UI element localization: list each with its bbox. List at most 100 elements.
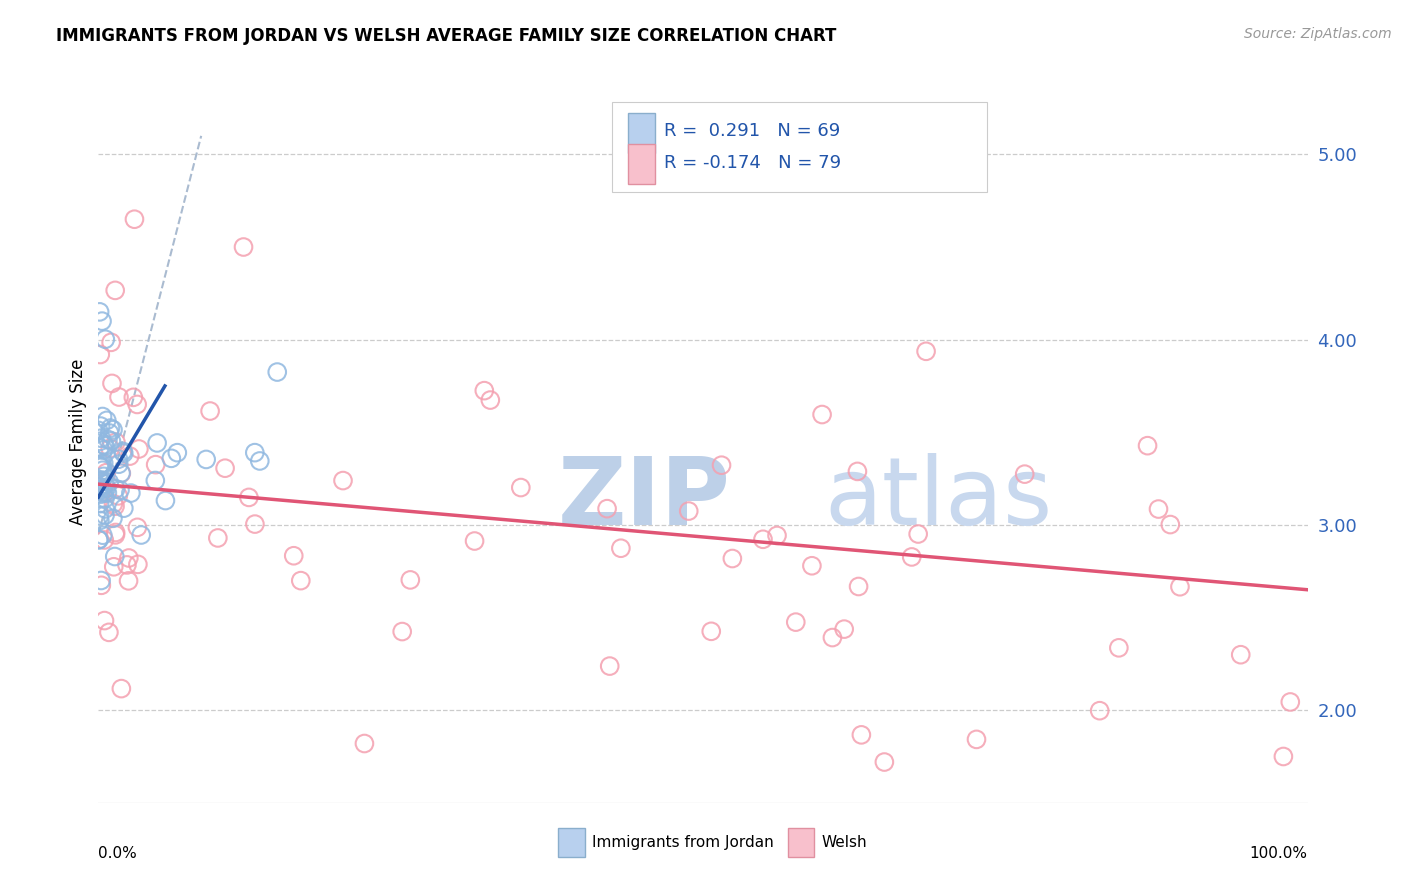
- Point: [87, 533, 110, 547]
- Point: [93, 486, 115, 500]
- Point: [1108, 640, 1130, 655]
- Point: [800, 558, 823, 573]
- Point: [900, 549, 922, 564]
- Point: [115, 558, 138, 572]
- Point: [243, 517, 266, 532]
- Point: [110, 681, 132, 696]
- Point: [1159, 517, 1181, 532]
- Point: [89, 483, 111, 497]
- Text: ZIP: ZIP: [558, 453, 731, 545]
- Point: [93, 438, 115, 452]
- Point: [238, 491, 260, 505]
- Point: [353, 737, 375, 751]
- Point: [596, 501, 619, 516]
- Point: [93, 533, 115, 547]
- Point: [89, 434, 111, 449]
- Point: [464, 534, 486, 549]
- Point: [98, 442, 121, 456]
- Point: [90, 574, 112, 588]
- Point: [93, 469, 115, 483]
- Point: [103, 559, 125, 574]
- Point: [89, 458, 111, 473]
- Point: [90, 460, 112, 475]
- Point: [127, 520, 149, 534]
- Point: [87, 482, 110, 496]
- Point: [96, 413, 118, 427]
- Point: [610, 541, 633, 556]
- Point: [89, 480, 111, 494]
- Point: [104, 549, 127, 564]
- FancyBboxPatch shape: [613, 102, 987, 193]
- Point: [266, 365, 288, 379]
- Point: [721, 551, 744, 566]
- Point: [100, 434, 122, 448]
- Point: [110, 467, 132, 481]
- Point: [509, 481, 531, 495]
- Text: Source: ZipAtlas.com: Source: ZipAtlas.com: [1244, 27, 1392, 41]
- Point: [89, 514, 111, 528]
- Point: [700, 624, 723, 639]
- Point: [249, 454, 271, 468]
- Text: R = -0.174   N = 79: R = -0.174 N = 79: [664, 154, 841, 172]
- FancyBboxPatch shape: [628, 112, 655, 153]
- Point: [91, 314, 114, 328]
- Point: [710, 458, 733, 473]
- Point: [399, 573, 422, 587]
- Text: 0.0%: 0.0%: [98, 847, 138, 861]
- Point: [332, 474, 354, 488]
- Point: [100, 335, 122, 350]
- Point: [89, 483, 111, 498]
- Point: [129, 528, 152, 542]
- Point: [101, 511, 124, 525]
- Point: [1014, 467, 1036, 482]
- Point: [104, 528, 127, 542]
- Point: [118, 551, 141, 566]
- Point: [89, 458, 111, 473]
- Point: [214, 461, 236, 475]
- Point: [94, 508, 117, 523]
- Point: [91, 463, 114, 477]
- Point: [107, 457, 129, 471]
- Point: [101, 423, 124, 437]
- Point: [1147, 502, 1170, 516]
- FancyBboxPatch shape: [628, 144, 655, 184]
- Point: [821, 631, 844, 645]
- Point: [97, 433, 120, 447]
- Point: [110, 466, 132, 480]
- Point: [101, 376, 124, 391]
- Point: [87, 533, 110, 547]
- Point: [146, 436, 169, 450]
- Point: [98, 425, 121, 440]
- Point: [195, 452, 218, 467]
- Point: [87, 480, 110, 494]
- Point: [93, 442, 115, 457]
- Point: [89, 508, 111, 523]
- Point: [1229, 648, 1251, 662]
- Point: [96, 466, 118, 480]
- Point: [752, 533, 775, 547]
- Point: [112, 446, 135, 460]
- Point: [155, 493, 177, 508]
- Point: [108, 483, 131, 497]
- Point: [104, 284, 127, 298]
- Point: [112, 501, 135, 516]
- Text: R =  0.291   N = 69: R = 0.291 N = 69: [664, 122, 841, 140]
- Point: [124, 212, 146, 227]
- Point: [94, 332, 117, 346]
- Text: atlas: atlas: [824, 453, 1052, 545]
- Point: [104, 435, 127, 450]
- Point: [90, 487, 112, 501]
- Point: [118, 449, 141, 463]
- Point: [104, 500, 127, 514]
- Point: [122, 390, 145, 404]
- Point: [966, 732, 988, 747]
- Text: Welsh: Welsh: [821, 835, 868, 850]
- Point: [96, 486, 118, 500]
- Point: [90, 419, 112, 434]
- Point: [873, 755, 896, 769]
- Point: [90, 578, 112, 592]
- Point: [103, 497, 125, 511]
- Point: [811, 408, 834, 422]
- Point: [1136, 439, 1159, 453]
- Y-axis label: Average Family Size: Average Family Size: [69, 359, 87, 524]
